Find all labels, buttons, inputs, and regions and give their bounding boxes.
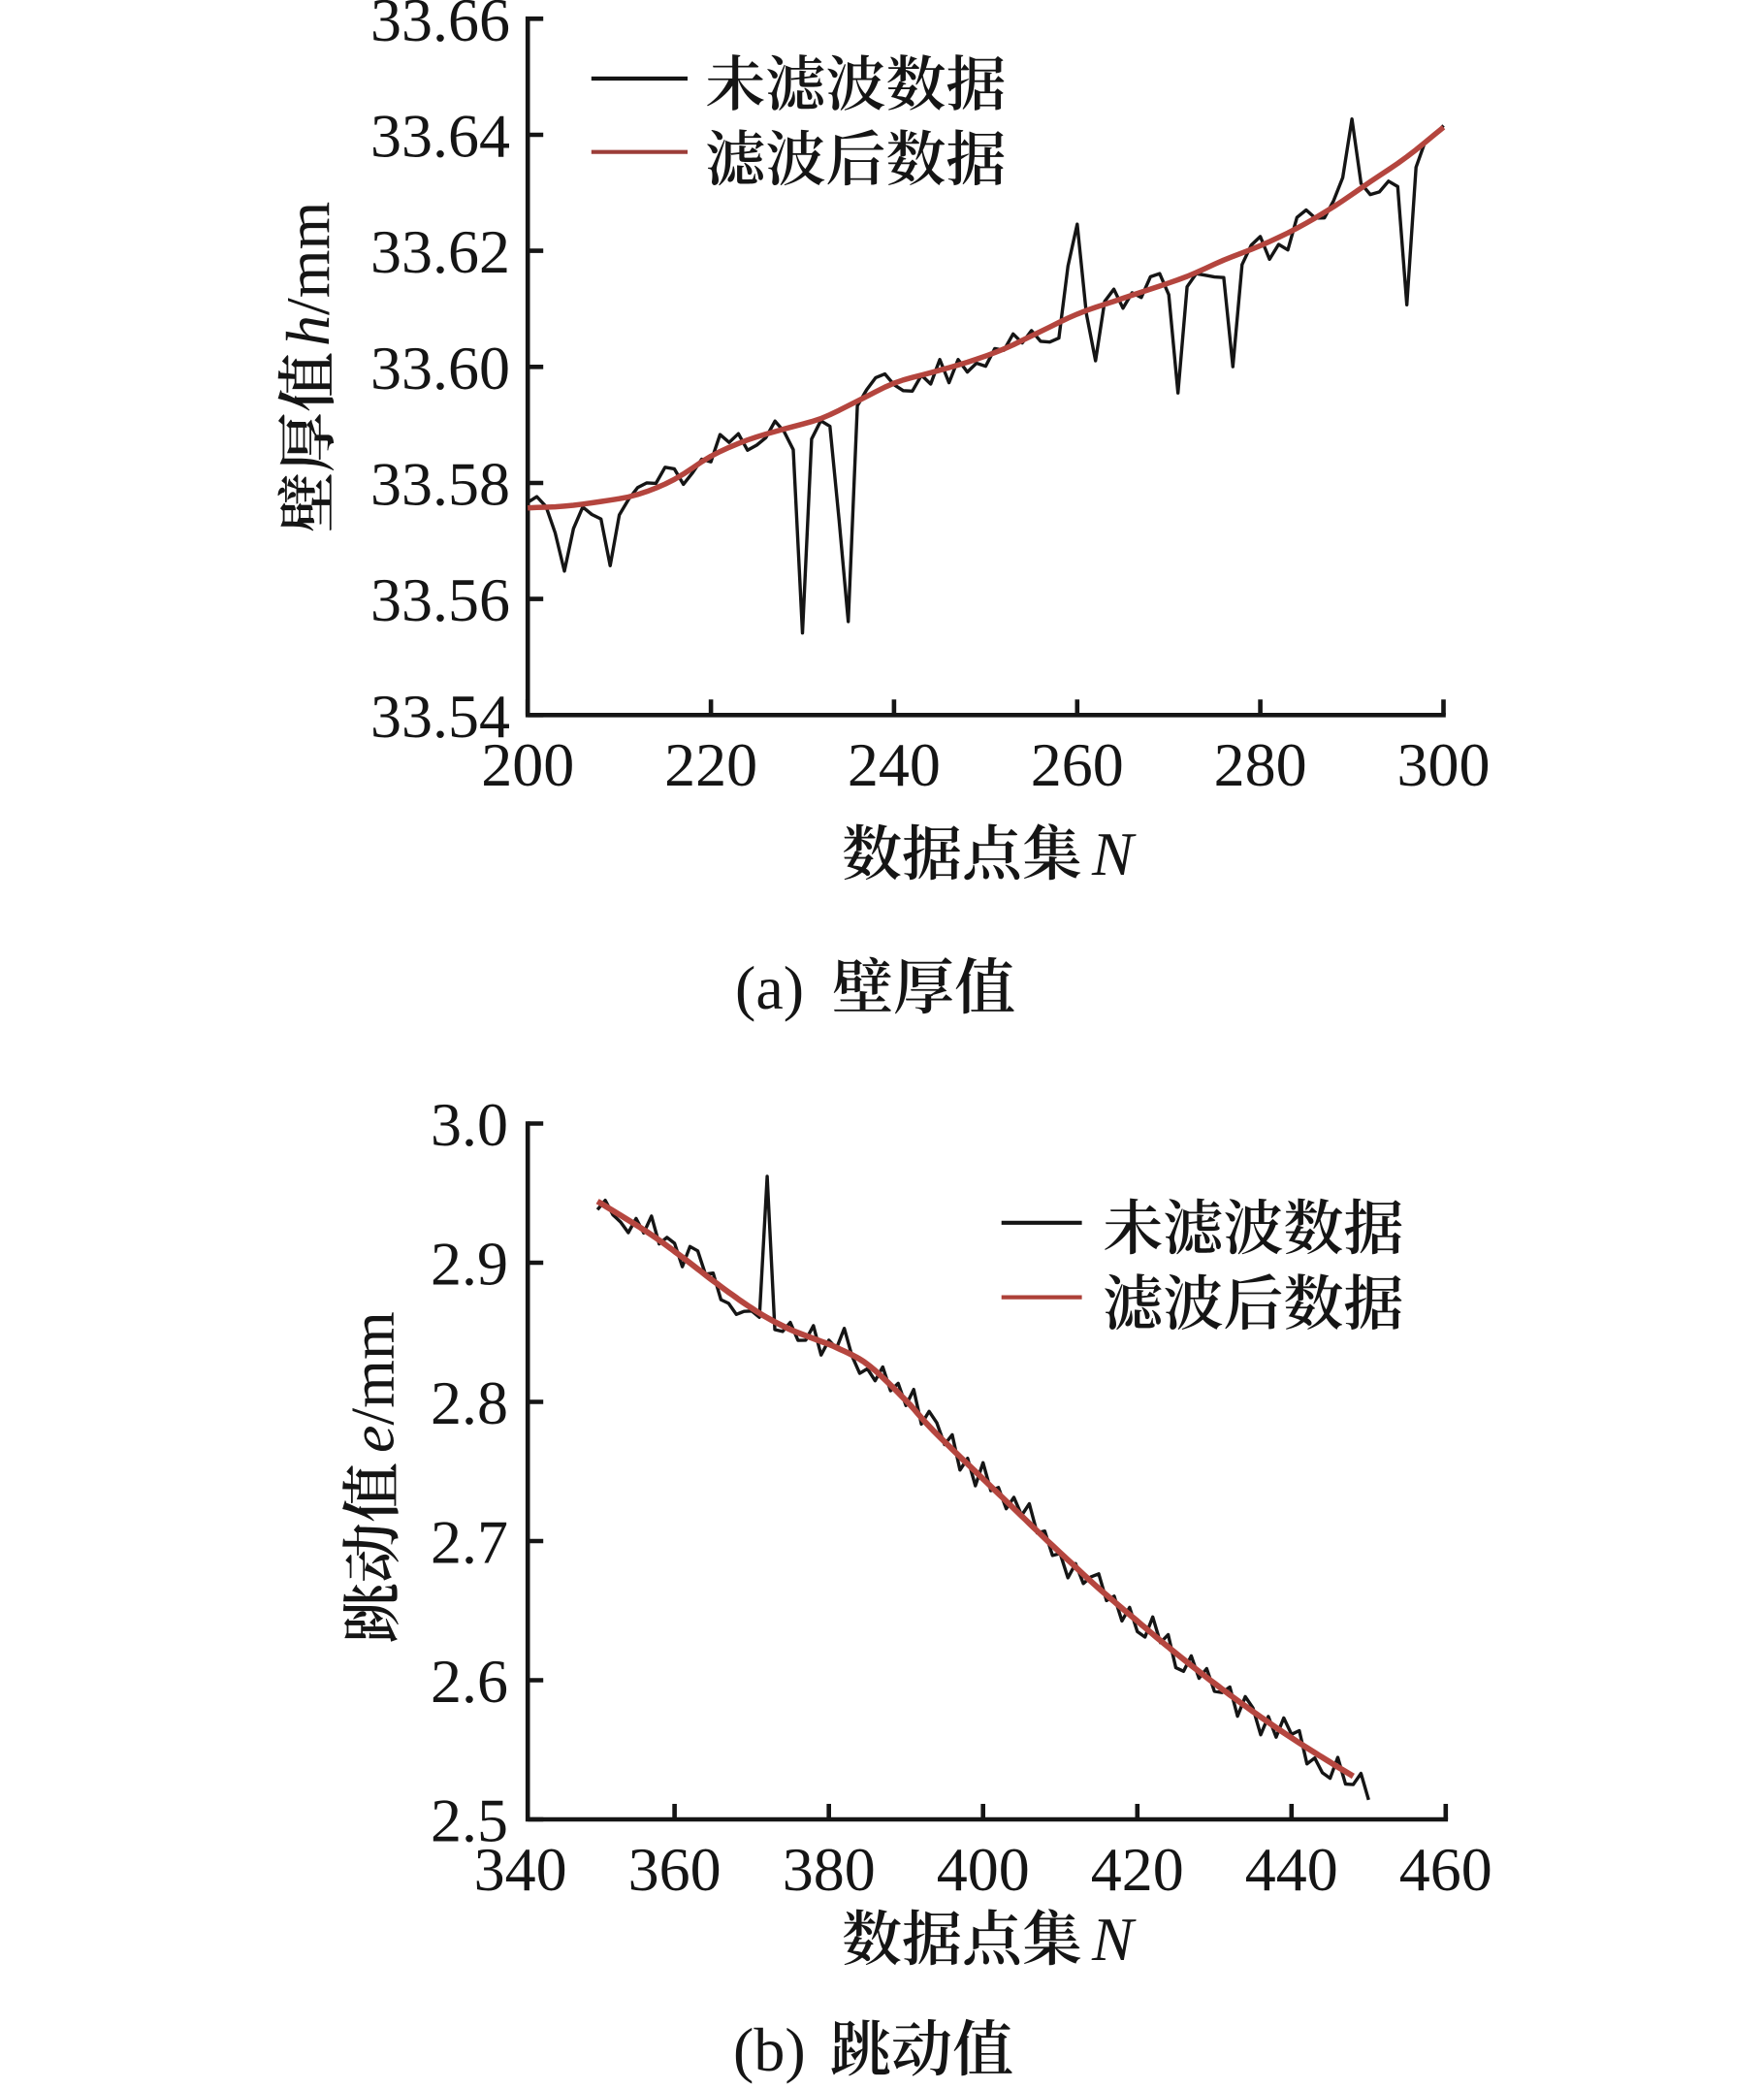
svg-text:(a): (a): [735, 953, 804, 1022]
svg-text:200: 200: [481, 730, 574, 799]
svg-text:2.5: 2.5: [431, 1786, 508, 1855]
svg-text:260: 260: [1031, 730, 1124, 799]
svg-text:2.7: 2.7: [431, 1508, 508, 1577]
svg-text:400: 400: [937, 1835, 1030, 1904]
svg-text:2.6: 2.6: [431, 1647, 508, 1716]
svg-text:440: 440: [1245, 1835, 1338, 1904]
svg-text:380: 380: [783, 1835, 876, 1904]
svg-text:220: 220: [664, 730, 757, 799]
svg-text:240: 240: [848, 730, 941, 799]
svg-text:3.0: 3.0: [431, 1090, 508, 1159]
svg-text:h/mm: h/mm: [273, 202, 342, 346]
svg-text:2.9: 2.9: [431, 1230, 508, 1299]
svg-text:N: N: [1091, 820, 1137, 888]
svg-text:33.62: 33.62: [370, 217, 510, 286]
svg-text:340: 340: [474, 1835, 567, 1904]
svg-text:33.56: 33.56: [370, 565, 510, 634]
svg-text:33.66: 33.66: [370, 0, 510, 54]
svg-text:N: N: [1091, 1905, 1137, 1974]
svg-text:280: 280: [1214, 730, 1307, 799]
svg-text:460: 460: [1399, 1835, 1492, 1904]
svg-text:300: 300: [1397, 730, 1491, 799]
svg-text:360: 360: [628, 1835, 722, 1904]
svg-text:33.60: 33.60: [370, 334, 510, 402]
svg-text:2.8: 2.8: [431, 1368, 508, 1437]
svg-text:(b): (b): [733, 2015, 806, 2084]
svg-text:e/mm: e/mm: [338, 1311, 407, 1453]
svg-text:33.54: 33.54: [370, 682, 510, 751]
svg-text:420: 420: [1091, 1835, 1184, 1904]
svg-text:33.64: 33.64: [370, 102, 510, 171]
svg-text:33.58: 33.58: [370, 450, 510, 519]
